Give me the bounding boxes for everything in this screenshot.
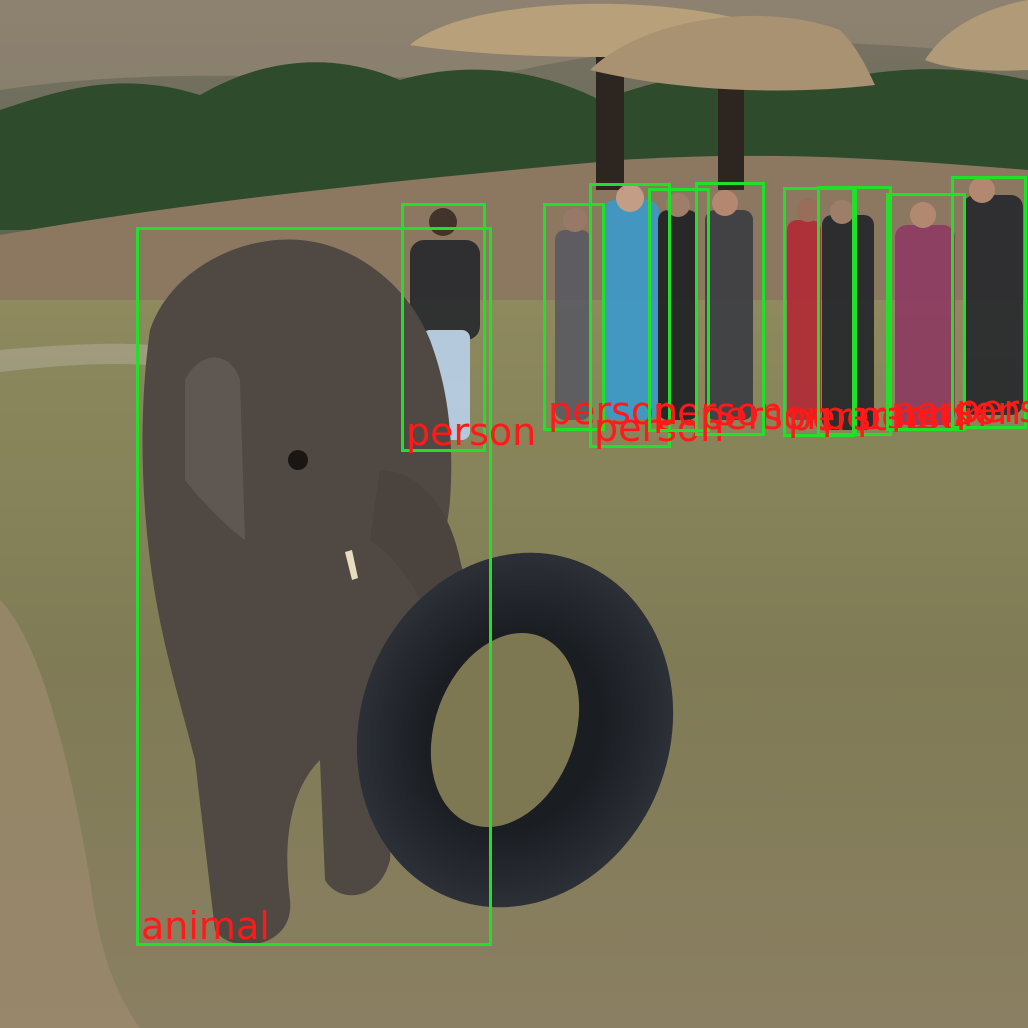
- detection-box-person: person: [401, 203, 536, 452]
- detection-box-person: person: [817, 186, 952, 436]
- dirt-path: [0, 600, 140, 1028]
- rolling-tire: [356, 552, 674, 908]
- group-of-people: [410, 177, 1023, 440]
- detection-label: person: [956, 387, 1028, 431]
- detection-box-person: person: [695, 182, 830, 436]
- detection-box-person: person: [951, 176, 1028, 431]
- detection-label: animal: [141, 904, 270, 948]
